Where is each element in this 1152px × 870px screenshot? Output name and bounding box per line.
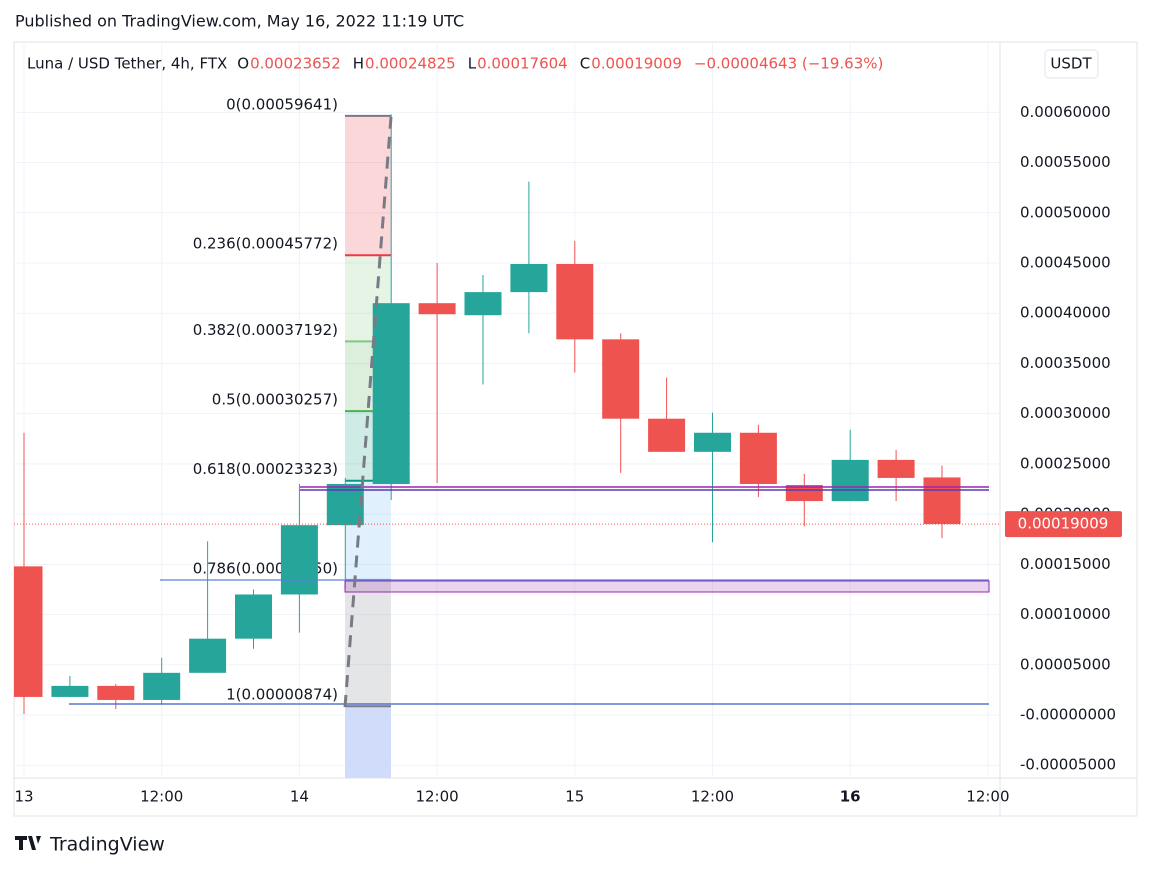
- candle-body: [877, 459, 915, 478]
- legend-item: L: [468, 55, 477, 73]
- legend-item: H: [353, 55, 364, 73]
- y-tick-label: 0.00045000: [1020, 253, 1111, 271]
- candle-body: [280, 525, 318, 595]
- candle-body: [464, 292, 502, 316]
- y-tick-label: 0.00010000: [1020, 605, 1111, 623]
- currency-box: [1044, 49, 1099, 79]
- last-price-label: 0.00019009: [1018, 515, 1109, 533]
- candle-body: [648, 418, 686, 452]
- fib-label: 0.236(0.00045772): [193, 235, 338, 253]
- y-tick-label: 0.00025000: [1020, 454, 1111, 472]
- y-tick-label: 0.00015000: [1020, 555, 1111, 573]
- candle-body: [831, 459, 869, 502]
- x-tick-label: 13: [14, 788, 33, 806]
- legend-item: Luna / USD Tether, 4h, FTX: [27, 55, 227, 73]
- candle-body: [189, 638, 227, 673]
- candle-body: [602, 339, 640, 419]
- brand-name: TradingView: [49, 834, 165, 856]
- x-tick-label: 12:00: [415, 788, 458, 806]
- candle-body: [143, 672, 181, 700]
- overlay: [69, 116, 990, 708]
- candle-body: [372, 303, 410, 484]
- published-note: Published on TradingView.com, May 16, 20…: [15, 12, 464, 31]
- fib-zone: [345, 579, 391, 707]
- candle-body: [556, 263, 594, 340]
- y-tick-label: -0.00000000: [1020, 706, 1116, 724]
- legend-item: O: [237, 55, 249, 73]
- x-tick-label: 12:00: [691, 788, 734, 806]
- candle-body: [235, 594, 272, 639]
- drawings: 0(0.00059641) 0.236(0.00045772) 0.382(0.00…: [193, 95, 391, 778]
- fib-label: 0(0.00059641): [226, 95, 338, 113]
- brand-logo: [15, 836, 41, 850]
- y-tick-label: 0.00035000: [1020, 354, 1111, 372]
- y-tick-label: 0.00040000: [1020, 304, 1111, 322]
- candles: [14, 114, 1000, 715]
- y-tick-label: 0.00005000: [1020, 655, 1111, 673]
- fib-label: 0.618(0.00023323): [193, 460, 338, 478]
- legend-item: −0.00004643 (−19.63%): [694, 55, 883, 73]
- x-tick-label: 16: [840, 788, 861, 806]
- x-tick-label: 15: [565, 788, 584, 806]
- legend-item: 0.00019009: [591, 55, 682, 73]
- legend-item: 0.00023652: [250, 55, 341, 73]
- candle-body: [694, 432, 731, 452]
- candle-body: [510, 263, 548, 293]
- candle-body: [14, 566, 43, 697]
- y-tick-label: 0.00030000: [1020, 404, 1111, 422]
- candle-body: [923, 477, 961, 525]
- candle-body: [97, 685, 135, 700]
- x-tick-label: 12:00: [966, 788, 1009, 806]
- fib-label: 0.382(0.00037192): [193, 321, 338, 339]
- grid: [14, 42, 1000, 778]
- candle-body: [418, 303, 456, 315]
- chart-frame: [13, 41, 1138, 817]
- legend-item: C: [580, 55, 590, 73]
- legend-item: 0.00017604: [477, 55, 568, 73]
- fib-zone: [345, 706, 391, 778]
- y-tick-label: -0.00005000: [1020, 756, 1116, 774]
- candle-body: [739, 432, 777, 484]
- candle-body: [51, 685, 89, 697]
- y-tick-label: 0.00060000: [1020, 103, 1111, 121]
- last-price-tag: [1005, 511, 1122, 538]
- fib-zone: [345, 115, 391, 256]
- candle-body: [326, 483, 364, 526]
- currency-label: USDT: [1050, 55, 1092, 73]
- candle-body: [785, 484, 823, 502]
- x-tick-label: 12:00: [140, 788, 183, 806]
- zone-rectangle: [344, 580, 990, 593]
- fib-label: 0.5(0.00030257): [212, 391, 338, 409]
- fib-label: 1(0.00000874): [226, 686, 338, 704]
- x-tick-label: 14: [290, 788, 309, 806]
- ohlc-legend: Luna / USD Tether, 4h, FTX O 0.00023652 H 0.…: [27, 55, 883, 73]
- legend-item: 0.00024825: [365, 55, 456, 73]
- y-tick-label: 0.00050000: [1020, 203, 1111, 221]
- y-tick-label: 0.00055000: [1020, 153, 1111, 171]
